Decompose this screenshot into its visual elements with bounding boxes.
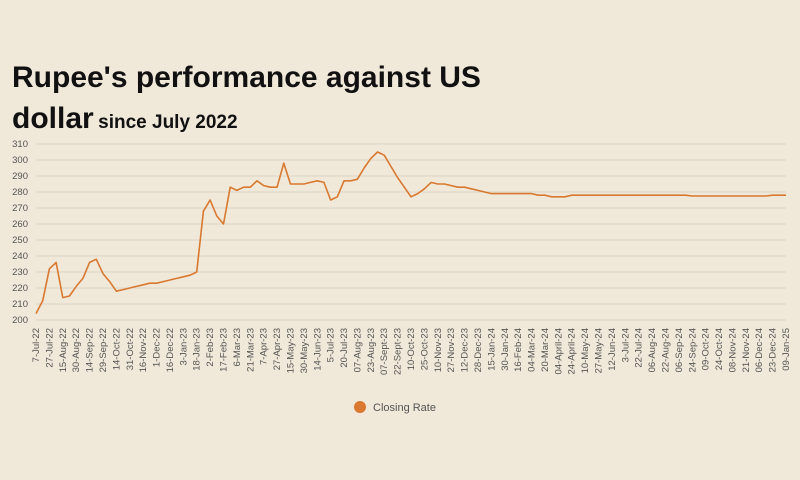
title-block: Rupee's performance against US dollar si… <box>12 60 512 142</box>
y-tick-label: 240 <box>12 251 28 262</box>
x-tick-label: 23-Aug-23 <box>366 328 377 372</box>
x-tick-label: 15-Jan-24 <box>486 328 497 371</box>
x-tick-label: 06-Dec-24 <box>754 328 765 372</box>
x-tick-label: 08-Nov-24 <box>727 328 738 372</box>
x-tick-label: 10-Oct-23 <box>406 328 417 370</box>
x-tick-label: 09-Oct-24 <box>701 328 712 370</box>
x-tick-label: 7-Apr-23 <box>259 328 270 365</box>
y-tick-label: 250 <box>12 235 28 246</box>
x-tick-label: 15-Aug-22 <box>58 328 69 372</box>
x-tick-label: 04-Mar-24 <box>527 328 538 372</box>
legend-label: Closing Rate <box>373 402 436 414</box>
x-tick-label: 10-Nov-23 <box>433 328 444 372</box>
x-tick-label: 07-Sept-23 <box>379 328 390 375</box>
x-tick-label: 5-Jul-23 <box>326 328 337 362</box>
x-tick-label: 24-Oct-24 <box>714 328 725 370</box>
x-tick-label: 30-May-23 <box>299 328 310 373</box>
x-tick-label: 7-Jul-22 <box>31 328 42 362</box>
x-tick-label: 23-Dec-24 <box>768 328 779 372</box>
legend-marker <box>354 401 366 413</box>
x-tick-label: 20-Jul-23 <box>339 328 350 368</box>
chart-subtitle: since July 2022 <box>98 112 238 133</box>
y-tick-label: 220 <box>12 283 28 294</box>
x-tick-label: 1-Dec-22 <box>152 328 163 367</box>
x-tick-label: 06-Sep-24 <box>674 328 685 372</box>
x-tick-label: 18-Jan-23 <box>192 328 203 371</box>
x-tick-label: 12-Dec-23 <box>460 328 471 372</box>
x-tick-label: 07-Aug-23 <box>352 328 363 372</box>
x-tick-label: 14-Sep-22 <box>85 328 96 372</box>
y-tick-label: 310 <box>12 139 28 150</box>
x-tick-label: 3-Jan-23 <box>178 328 189 366</box>
x-tick-label: 16-Feb-24 <box>513 328 524 372</box>
y-tick-label: 290 <box>12 171 28 182</box>
x-tick-label: 27-Nov-23 <box>446 328 457 372</box>
x-tick-label: 10-May-24 <box>580 328 591 373</box>
x-tick-label: 16-Nov-22 <box>138 328 149 372</box>
chart-title: Rupee's performance against US dollar <box>12 61 481 135</box>
x-tick-label: 04-April-24 <box>553 328 564 374</box>
y-tick-label: 260 <box>12 219 28 230</box>
x-tick-label: 30-Jan-24 <box>500 328 511 371</box>
x-tick-label: 30-Aug-22 <box>71 328 82 372</box>
y-tick-label: 280 <box>12 187 28 198</box>
x-tick-label: 22-Jul-24 <box>634 328 645 368</box>
x-tick-label: 12-Jun-24 <box>607 328 618 371</box>
x-tick-label: 24-Sep-24 <box>687 328 698 372</box>
y-tick-label: 270 <box>12 203 28 214</box>
x-tick-label: 2-Feb-23 <box>205 328 216 367</box>
x-tick-label: 20-Mar-24 <box>540 328 551 372</box>
x-tick-label: 09-Jan-25 <box>781 328 792 371</box>
x-tick-label: 28-Dec-23 <box>473 328 484 372</box>
x-tick-label: 3-Jul-24 <box>620 328 631 362</box>
line <box>35 151 786 314</box>
x-tick-label: 29-Sep-22 <box>98 328 109 372</box>
x-tick-label: 6-Mar-23 <box>232 328 243 367</box>
x-tick-label: 27-Apr-23 <box>272 328 283 370</box>
x-tick-label: 21-Mar-23 <box>245 328 256 372</box>
x-tick-label: 22-Sept-23 <box>393 328 404 375</box>
y-tick-label: 200 <box>12 315 28 326</box>
x-tick-label: 15-May-23 <box>285 328 296 373</box>
x-tick-label: 27-May-24 <box>594 328 605 373</box>
x-tick-label: 25-Oct-23 <box>419 328 430 370</box>
y-tick-label: 300 <box>12 155 28 166</box>
x-tick-label: 17-Feb-23 <box>219 328 230 372</box>
x-tick-label: 27-Jul-22 <box>44 328 55 368</box>
x-tick-label: 16-Dec-22 <box>165 328 176 372</box>
x-tick-label: 24-April-24 <box>567 328 578 374</box>
x-tick-label: 06-Aug-24 <box>647 328 658 372</box>
y-tick-label: 210 <box>12 299 28 310</box>
x-tick-label: 31-Oct-22 <box>125 328 136 370</box>
x-tick-label: 14-Jun-23 <box>312 328 323 371</box>
x-tick-label: 22-Aug-24 <box>660 328 671 372</box>
y-tick-label: 230 <box>12 267 28 278</box>
x-tick-label: 14-Oct-22 <box>111 328 122 370</box>
x-tick-label: 21-Nov-24 <box>741 328 752 372</box>
